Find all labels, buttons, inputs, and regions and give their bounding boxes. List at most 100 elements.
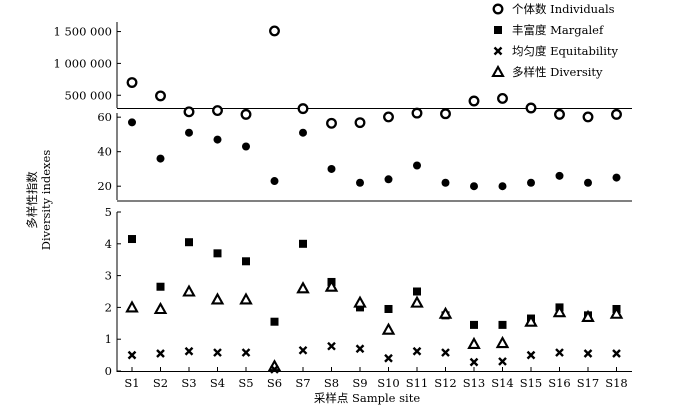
point-equitability-shape <box>441 348 450 357</box>
point-margalef-upper <box>384 175 393 184</box>
y-tick-label-margalef: 40 <box>97 145 112 159</box>
point-margalef-shape <box>498 320 507 329</box>
point-diversity <box>125 300 139 313</box>
point-equitability <box>555 348 564 357</box>
point-margalef-upper-shape <box>498 182 507 191</box>
y-tick-label-individuals: 1 500 000 <box>53 25 112 39</box>
point-individuals-shape <box>269 25 280 37</box>
point-equitability-shape <box>298 345 308 355</box>
point-equitability-shape <box>384 353 393 363</box>
point-individuals <box>240 108 252 120</box>
point-individuals <box>440 108 451 120</box>
legend-label-diversity: 多样性 Diversity <box>512 65 603 79</box>
point-diversity <box>495 335 510 349</box>
point-equitability-shape <box>583 349 593 358</box>
point-diversity-shape <box>524 314 538 327</box>
point-diversity-shape <box>182 284 196 297</box>
point-diversity-shape <box>467 336 481 350</box>
point-individuals-shape <box>582 111 594 123</box>
point-individuals-shape <box>497 92 508 104</box>
point-equitability-shape <box>327 341 336 351</box>
point-margalef-upper <box>242 142 250 151</box>
point-equitability <box>213 348 222 357</box>
point-equitability <box>384 353 393 363</box>
legend-marker-margalef <box>494 26 502 34</box>
point-equitability <box>355 344 365 354</box>
x-tick-label: S5 <box>238 376 253 390</box>
point-individuals-shape <box>240 108 252 120</box>
point-margalef-upper <box>584 178 592 187</box>
point-diversity <box>353 295 367 308</box>
point-diversity-shape <box>324 279 339 292</box>
legend-marker-equitability-shape <box>493 46 503 56</box>
y-tick-label-individuals: 1 000 000 <box>53 56 112 70</box>
point-individuals-shape <box>183 106 195 118</box>
point-diversity-shape <box>495 335 510 349</box>
point-equitability <box>127 350 137 360</box>
point-margalef-upper-shape <box>555 171 564 180</box>
point-equitability <box>498 357 507 366</box>
point-diversity-shape <box>125 300 139 313</box>
point-diversity <box>581 309 595 322</box>
point-margalef-shape <box>128 235 136 244</box>
point-margalef-upper-shape <box>384 175 393 184</box>
point-margalef-upper <box>441 178 450 187</box>
point-individuals-shape <box>383 111 394 123</box>
point-margalef-upper-shape <box>470 182 478 191</box>
point-margalef-shape <box>242 257 250 266</box>
point-margalef <box>470 320 478 329</box>
point-margalef-upper-shape <box>441 178 450 187</box>
x-tick-label: S10 <box>377 376 400 390</box>
point-diversity <box>381 322 396 335</box>
point-diversity-shape <box>410 295 424 308</box>
y-tick-label-indices: 2 <box>105 300 112 314</box>
point-diversity-shape <box>210 292 225 305</box>
point-margalef-upper <box>299 128 307 137</box>
point-equitability <box>327 341 336 351</box>
point-margalef-upper <box>213 135 222 144</box>
point-margalef-upper <box>156 154 165 163</box>
point-margalef-upper <box>498 182 507 191</box>
point-equitability-shape <box>241 348 251 357</box>
point-equitability-shape <box>270 365 279 374</box>
point-equitability <box>441 348 450 357</box>
point-individuals-shape <box>126 77 138 88</box>
point-individuals <box>611 108 622 120</box>
point-diversity <box>239 292 253 305</box>
point-margalef-upper <box>128 118 136 127</box>
point-individuals <box>155 90 166 102</box>
point-equitability <box>469 357 479 367</box>
x-tick-label: S18 <box>605 376 628 390</box>
y-tick-label-indices: 5 <box>105 205 112 219</box>
point-equitability <box>612 349 621 358</box>
marks-layer <box>125 25 624 374</box>
point-margalef <box>156 282 165 291</box>
point-margalef-upper <box>270 177 279 186</box>
point-diversity-shape <box>438 306 453 319</box>
point-individuals-shape <box>611 108 622 120</box>
point-margalef-upper <box>470 182 478 191</box>
point-margalef-shape <box>270 317 279 326</box>
point-diversity-shape <box>609 306 624 319</box>
point-equitability-shape <box>526 350 536 360</box>
point-individuals <box>183 106 195 118</box>
y-tick-label-individuals: 500 000 <box>64 88 112 102</box>
x-tick-label: S3 <box>181 376 196 390</box>
point-individuals-shape <box>326 117 337 129</box>
point-margalef-shape <box>185 238 193 247</box>
point-margalef-upper-shape <box>299 128 307 137</box>
point-margalef-upper-shape <box>327 164 336 173</box>
point-equitability-shape <box>355 344 365 354</box>
point-individuals <box>297 103 309 115</box>
point-individuals <box>582 111 594 123</box>
point-margalef <box>242 257 250 266</box>
y-tick-label-margalef: 60 <box>97 110 112 124</box>
x-tick-label: S13 <box>463 376 486 390</box>
point-diversity-shape <box>296 281 310 294</box>
point-individuals <box>554 108 565 120</box>
point-individuals <box>269 25 280 37</box>
point-equitability-shape <box>412 346 422 356</box>
point-individuals <box>468 95 480 107</box>
point-margalef-upper <box>555 171 564 180</box>
